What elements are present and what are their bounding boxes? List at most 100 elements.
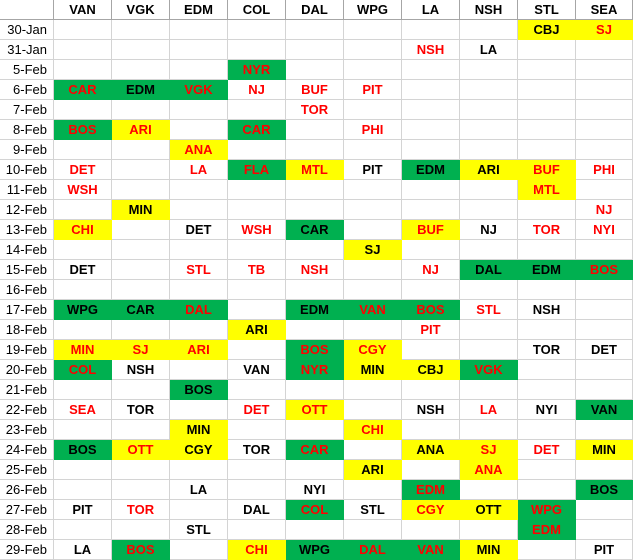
cell-30-jan-van[interactable]	[54, 20, 112, 40]
cell-24-feb-vgk[interactable]: OTT	[112, 440, 170, 460]
row-label-5-feb[interactable]: 5-Feb	[0, 60, 54, 80]
cell-25-feb-sea[interactable]	[576, 460, 633, 480]
cell-29-feb-stl[interactable]	[518, 540, 576, 560]
cell-25-feb-nsh[interactable]: ANA	[460, 460, 518, 480]
cell-22-feb-wpg[interactable]	[344, 400, 402, 420]
cell-29-feb-col[interactable]: CHI	[228, 540, 286, 560]
cell-22-feb-nsh[interactable]: LA	[460, 400, 518, 420]
cell-21-feb-wpg[interactable]	[344, 380, 402, 400]
column-header-nsh[interactable]: NSH	[460, 0, 518, 20]
cell-29-feb-sea[interactable]: PIT	[576, 540, 633, 560]
cell-23-feb-la[interactable]	[402, 420, 460, 440]
cell-13-feb-van[interactable]: CHI	[54, 220, 112, 240]
cell-23-feb-wpg[interactable]: CHI	[344, 420, 402, 440]
cell-26-feb-sea[interactable]: BOS	[576, 480, 633, 500]
cell-7-feb-edm[interactable]	[170, 100, 228, 120]
cell-13-feb-edm[interactable]: DET	[170, 220, 228, 240]
row-label-24-feb[interactable]: 24-Feb	[0, 440, 54, 460]
cell-8-feb-sea[interactable]	[576, 120, 633, 140]
cell-29-feb-nsh[interactable]: MIN	[460, 540, 518, 560]
cell-14-feb-edm[interactable]	[170, 240, 228, 260]
cell-31-jan-nsh[interactable]: LA	[460, 40, 518, 60]
cell-19-feb-stl[interactable]: TOR	[518, 340, 576, 360]
cell-15-feb-stl[interactable]: EDM	[518, 260, 576, 280]
row-label-12-feb[interactable]: 12-Feb	[0, 200, 54, 220]
cell-30-jan-la[interactable]	[402, 20, 460, 40]
cell-23-feb-vgk[interactable]	[112, 420, 170, 440]
cell-6-feb-col[interactable]: NJ	[228, 80, 286, 100]
cell-17-feb-wpg[interactable]: VAN	[344, 300, 402, 320]
row-label-26-feb[interactable]: 26-Feb	[0, 480, 54, 500]
cell-11-feb-nsh[interactable]	[460, 180, 518, 200]
cell-16-feb-dal[interactable]	[286, 280, 344, 300]
cell-25-feb-col[interactable]	[228, 460, 286, 480]
cell-28-feb-edm[interactable]: STL	[170, 520, 228, 540]
row-label-31-jan[interactable]: 31-Jan	[0, 40, 54, 60]
cell-19-feb-la[interactable]	[402, 340, 460, 360]
cell-14-feb-sea[interactable]	[576, 240, 633, 260]
cell-19-feb-dal[interactable]: BOS	[286, 340, 344, 360]
cell-21-feb-la[interactable]	[402, 380, 460, 400]
cell-8-feb-la[interactable]	[402, 120, 460, 140]
cell-19-feb-wpg[interactable]: CGY	[344, 340, 402, 360]
cell-15-feb-la[interactable]: NJ	[402, 260, 460, 280]
cell-22-feb-dal[interactable]: OTT	[286, 400, 344, 420]
cell-24-feb-wpg[interactable]	[344, 440, 402, 460]
row-label-18-feb[interactable]: 18-Feb	[0, 320, 54, 340]
cell-30-jan-edm[interactable]	[170, 20, 228, 40]
cell-18-feb-vgk[interactable]	[112, 320, 170, 340]
cell-19-feb-edm[interactable]: ARI	[170, 340, 228, 360]
cell-20-feb-col[interactable]: VAN	[228, 360, 286, 380]
cell-22-feb-vgk[interactable]: TOR	[112, 400, 170, 420]
cell-25-feb-dal[interactable]	[286, 460, 344, 480]
cell-16-feb-edm[interactable]	[170, 280, 228, 300]
cell-28-feb-col[interactable]	[228, 520, 286, 540]
cell-8-feb-stl[interactable]	[518, 120, 576, 140]
cell-6-feb-nsh[interactable]	[460, 80, 518, 100]
cell-6-feb-vgk[interactable]: EDM	[112, 80, 170, 100]
cell-17-feb-dal[interactable]: EDM	[286, 300, 344, 320]
cell-16-feb-sea[interactable]	[576, 280, 633, 300]
cell-5-feb-la[interactable]	[402, 60, 460, 80]
column-header-sea[interactable]: SEA	[576, 0, 633, 20]
cell-6-feb-dal[interactable]: BUF	[286, 80, 344, 100]
cell-31-jan-la[interactable]: NSH	[402, 40, 460, 60]
cell-13-feb-sea[interactable]: NYI	[576, 220, 633, 240]
cell-6-feb-stl[interactable]	[518, 80, 576, 100]
cell-31-jan-sea[interactable]	[576, 40, 633, 60]
cell-23-feb-dal[interactable]	[286, 420, 344, 440]
cell-26-feb-la[interactable]: EDM	[402, 480, 460, 500]
cell-6-feb-wpg[interactable]: PIT	[344, 80, 402, 100]
cell-21-feb-sea[interactable]	[576, 380, 633, 400]
cell-9-feb-vgk[interactable]	[112, 140, 170, 160]
cell-7-feb-stl[interactable]	[518, 100, 576, 120]
cell-27-feb-van[interactable]: PIT	[54, 500, 112, 520]
row-label-6-feb[interactable]: 6-Feb	[0, 80, 54, 100]
cell-13-feb-col[interactable]: WSH	[228, 220, 286, 240]
cell-15-feb-sea[interactable]: BOS	[576, 260, 633, 280]
cell-23-feb-sea[interactable]	[576, 420, 633, 440]
cell-22-feb-edm[interactable]	[170, 400, 228, 420]
cell-5-feb-vgk[interactable]	[112, 60, 170, 80]
cell-27-feb-edm[interactable]	[170, 500, 228, 520]
cell-11-feb-wpg[interactable]	[344, 180, 402, 200]
cell-8-feb-van[interactable]: BOS	[54, 120, 112, 140]
cell-7-feb-la[interactable]	[402, 100, 460, 120]
cell-14-feb-col[interactable]	[228, 240, 286, 260]
cell-31-jan-dal[interactable]	[286, 40, 344, 60]
cell-13-feb-stl[interactable]: TOR	[518, 220, 576, 240]
cell-11-feb-col[interactable]	[228, 180, 286, 200]
cell-10-feb-vgk[interactable]	[112, 160, 170, 180]
cell-13-feb-nsh[interactable]: NJ	[460, 220, 518, 240]
cell-19-feb-col[interactable]	[228, 340, 286, 360]
cell-20-feb-la[interactable]: CBJ	[402, 360, 460, 380]
cell-7-feb-col[interactable]	[228, 100, 286, 120]
cell-14-feb-stl[interactable]	[518, 240, 576, 260]
cell-14-feb-wpg[interactable]: SJ	[344, 240, 402, 260]
cell-8-feb-wpg[interactable]: PHI	[344, 120, 402, 140]
cell-30-jan-vgk[interactable]	[112, 20, 170, 40]
cell-15-feb-vgk[interactable]	[112, 260, 170, 280]
cell-18-feb-sea[interactable]	[576, 320, 633, 340]
cell-16-feb-wpg[interactable]	[344, 280, 402, 300]
cell-30-jan-stl[interactable]: CBJ	[518, 20, 576, 40]
